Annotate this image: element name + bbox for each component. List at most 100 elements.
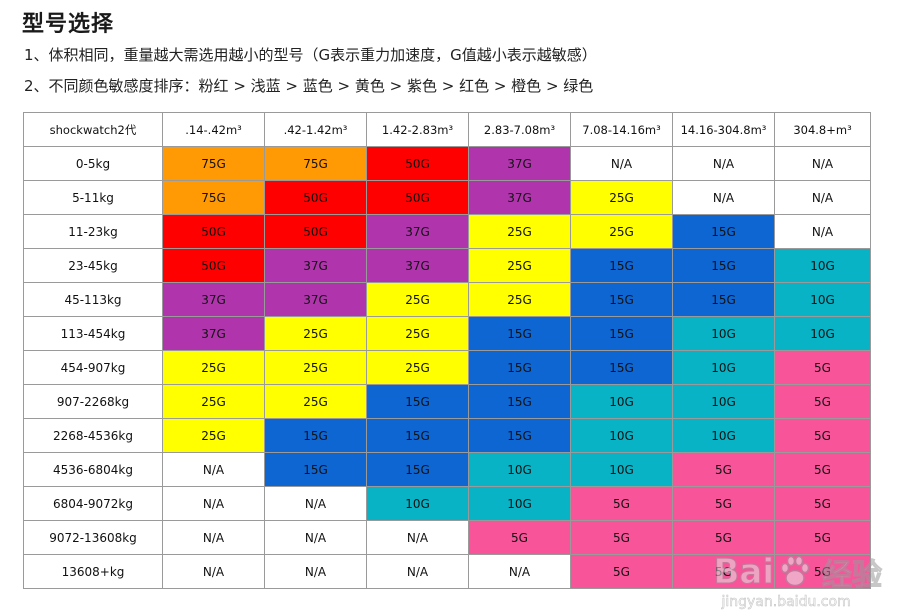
table-row: 11-23kg 50G 50G 37G 25G 25G 15G N/A — [23, 214, 871, 249]
weight-range-cell: 454-907kg — [23, 350, 163, 385]
g-value-cell: 5G — [672, 554, 775, 589]
header-volume-cell: 7.08-14.16m³ — [570, 112, 673, 147]
g-value-cell: 25G — [366, 350, 469, 385]
table-row: 4536-6804kg N/A 15G 15G 10G 10G 5G 5G — [23, 452, 871, 487]
g-value-cell: 15G — [570, 350, 673, 385]
g-value-cell: 25G — [366, 282, 469, 317]
g-value-cell: 75G — [162, 180, 265, 215]
g-value-cell: 37G — [264, 248, 367, 283]
g-value-cell: 15G — [468, 384, 571, 419]
weight-range-cell: 23-45kg — [23, 248, 163, 283]
g-value-cell: N/A — [774, 214, 871, 249]
table-row: 907-2268kg 25G 25G 15G 15G 10G 10G 5G — [23, 384, 871, 419]
g-value-cell: 10G — [672, 316, 775, 351]
g-value-cell: 50G — [162, 214, 265, 249]
g-value-cell: 15G — [366, 418, 469, 453]
table-row: 113-454kg 37G 25G 25G 15G 15G 10G 10G — [23, 316, 871, 351]
g-value-cell: 15G — [366, 384, 469, 419]
g-value-cell: 10G — [774, 316, 871, 351]
g-value-cell: 5G — [774, 418, 871, 453]
g-value-cell: N/A — [162, 452, 265, 487]
g-value-cell: 25G — [264, 316, 367, 351]
g-value-cell: 5G — [672, 520, 775, 555]
page-title: 型号选择 — [22, 12, 115, 37]
table-row: 13608+kg N/A N/A N/A N/A 5G 5G 5G — [23, 554, 871, 589]
g-value-cell: 37G — [468, 180, 571, 215]
g-value-cell: 5G — [570, 520, 673, 555]
g-value-cell: 10G — [468, 486, 571, 521]
g-value-cell: 15G — [672, 282, 775, 317]
g-value-cell: N/A — [264, 520, 367, 555]
model-selection-table: shockwatch2代 .14-.42m³ .42-1.42m³ 1.42-2.83… — [23, 112, 871, 589]
header-volume-cell: 304.8+m³ — [774, 112, 871, 147]
g-value-cell: N/A — [162, 554, 265, 589]
g-value-cell: 15G — [468, 350, 571, 385]
g-value-cell: N/A — [570, 146, 673, 181]
header-volume-cell: .42-1.42m³ — [264, 112, 367, 147]
header-corner-cell: shockwatch2代 — [23, 112, 163, 147]
g-value-cell: N/A — [672, 180, 775, 215]
g-value-cell: 50G — [366, 180, 469, 215]
g-value-cell: 10G — [672, 384, 775, 419]
g-value-cell: 5G — [774, 554, 871, 589]
weight-range-cell: 45-113kg — [23, 282, 163, 317]
g-value-cell: 75G — [162, 146, 265, 181]
g-value-cell: 37G — [366, 248, 469, 283]
g-value-cell: 5G — [774, 520, 871, 555]
table-row: 0-5kg 75G 75G 50G 37G N/A N/A N/A — [23, 146, 871, 181]
g-value-cell: N/A — [774, 146, 871, 181]
g-value-cell: 37G — [468, 146, 571, 181]
g-value-cell: 15G — [468, 316, 571, 351]
header-volume-cell: 1.42-2.83m³ — [366, 112, 469, 147]
note-color-order: 2、不同颜色敏感度排序：粉红 > 浅蓝 > 蓝色 > 黄色 > 紫色 > 红色 … — [24, 77, 594, 95]
table-row: 23-45kg 50G 37G 37G 25G 15G 15G 10G — [23, 248, 871, 283]
g-value-cell: 15G — [672, 214, 775, 249]
g-value-cell: 5G — [774, 350, 871, 385]
g-value-cell: N/A — [264, 554, 367, 589]
g-value-cell: 5G — [774, 452, 871, 487]
g-value-cell: 15G — [570, 282, 673, 317]
weight-range-cell: 5-11kg — [23, 180, 163, 215]
g-value-cell: 25G — [264, 350, 367, 385]
g-value-cell: 10G — [672, 418, 775, 453]
g-value-cell: N/A — [162, 520, 265, 555]
g-value-cell: N/A — [468, 554, 571, 589]
g-value-cell: 10G — [366, 486, 469, 521]
table-row: 9072-13608kg N/A N/A N/A 5G 5G 5G 5G — [23, 520, 871, 555]
weight-range-cell: 113-454kg — [23, 316, 163, 351]
g-value-cell: 5G — [570, 486, 673, 521]
g-value-cell: 15G — [672, 248, 775, 283]
g-value-cell: 5G — [570, 554, 673, 589]
g-value-cell: 37G — [264, 282, 367, 317]
g-value-cell: 25G — [468, 248, 571, 283]
g-value-cell: N/A — [366, 520, 469, 555]
g-value-cell: 15G — [366, 452, 469, 487]
weight-range-cell: 11-23kg — [23, 214, 163, 249]
table-row: 2268-4536kg 25G 15G 15G 15G 10G 10G 5G — [23, 418, 871, 453]
g-value-cell: 50G — [366, 146, 469, 181]
g-value-cell: 15G — [570, 248, 673, 283]
header-row: shockwatch2代 .14-.42m³ .42-1.42m³ 1.42-2.83… — [23, 112, 871, 147]
watermark-url: jingyan.baidu.com — [721, 594, 851, 611]
g-value-cell: 5G — [672, 486, 775, 521]
table-row: 5-11kg 75G 50G 50G 37G 25G N/A N/A — [23, 180, 871, 215]
g-value-cell: 15G — [264, 452, 367, 487]
table-row: 6804-9072kg N/A N/A 10G 10G 5G 5G 5G — [23, 486, 871, 521]
weight-range-cell: 6804-9072kg — [23, 486, 163, 521]
g-value-cell: 25G — [570, 214, 673, 249]
g-value-cell: N/A — [366, 554, 469, 589]
g-value-cell: 25G — [366, 316, 469, 351]
g-value-cell: 10G — [570, 384, 673, 419]
g-value-cell: 37G — [162, 316, 265, 351]
g-value-cell: 25G — [468, 282, 571, 317]
g-value-cell: 15G — [570, 316, 673, 351]
g-value-cell: N/A — [264, 486, 367, 521]
g-value-cell: 50G — [264, 180, 367, 215]
header-volume-cell: .14-.42m³ — [162, 112, 265, 147]
g-value-cell: 50G — [162, 248, 265, 283]
g-value-cell: 10G — [774, 248, 871, 283]
g-value-cell: N/A — [774, 180, 871, 215]
g-value-cell: 25G — [264, 384, 367, 419]
header-volume-cell: 14.16-304.8m³ — [672, 112, 775, 147]
g-value-cell: 50G — [264, 214, 367, 249]
